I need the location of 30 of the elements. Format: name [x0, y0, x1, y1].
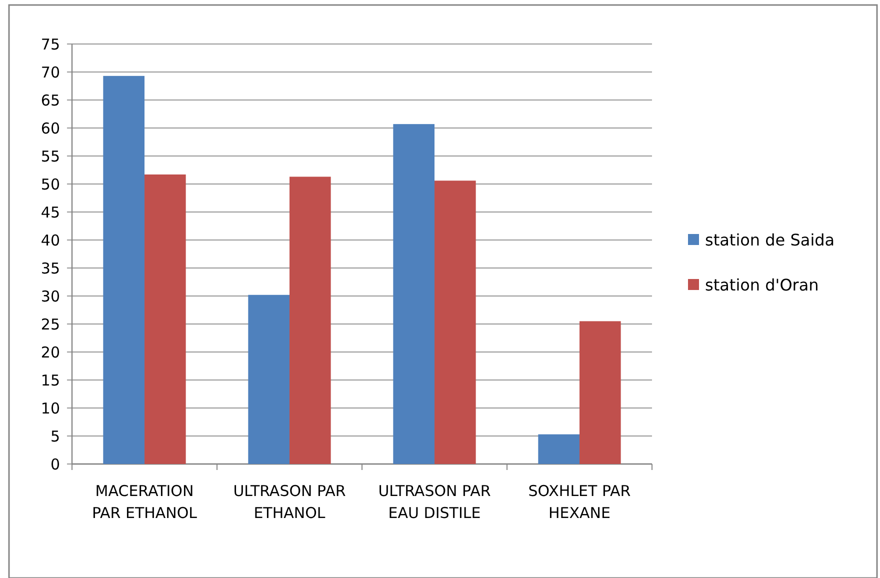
y-tick-label: 20 — [40, 343, 60, 362]
y-tick-label: 25 — [40, 315, 60, 334]
y-tick-label: 55 — [40, 147, 60, 166]
y-tick-label: 30 — [40, 287, 60, 306]
y-tick-label: 40 — [40, 231, 60, 250]
bar — [248, 294, 290, 464]
y-tick-label: 60 — [40, 119, 60, 138]
x-tick-label: ULTRASON PAR ETHANOL — [233, 482, 346, 522]
y-tick-label: 50 — [40, 175, 60, 194]
bar — [580, 321, 621, 464]
bar — [144, 174, 186, 464]
y-tick-label: 15 — [40, 371, 60, 390]
y-tick-label: 5 — [50, 427, 60, 446]
y-tick-label: 35 — [40, 259, 60, 278]
bar — [290, 176, 331, 464]
legend-label: station de Saida — [705, 230, 835, 250]
legend-label: station d'Oran — [705, 276, 819, 295]
y-tick-label: 75 — [40, 35, 60, 54]
x-tick-label: MACERATION PAR ETHANOL — [92, 482, 198, 522]
bar — [103, 76, 144, 464]
x-tick-label: ULTRASON PAR EAU DISTILE — [378, 482, 491, 522]
bar — [538, 434, 580, 464]
bar — [393, 124, 434, 464]
bar — [434, 180, 476, 464]
y-tick-label: 45 — [40, 203, 60, 222]
x-tick-label: SOXHLET PAR HEXANE — [528, 482, 631, 522]
y-tick-label: 10 — [40, 399, 60, 418]
y-tick-label: 0 — [50, 455, 60, 474]
y-tick-label: 70 — [40, 63, 60, 82]
y-tick-label: 65 — [40, 91, 60, 110]
